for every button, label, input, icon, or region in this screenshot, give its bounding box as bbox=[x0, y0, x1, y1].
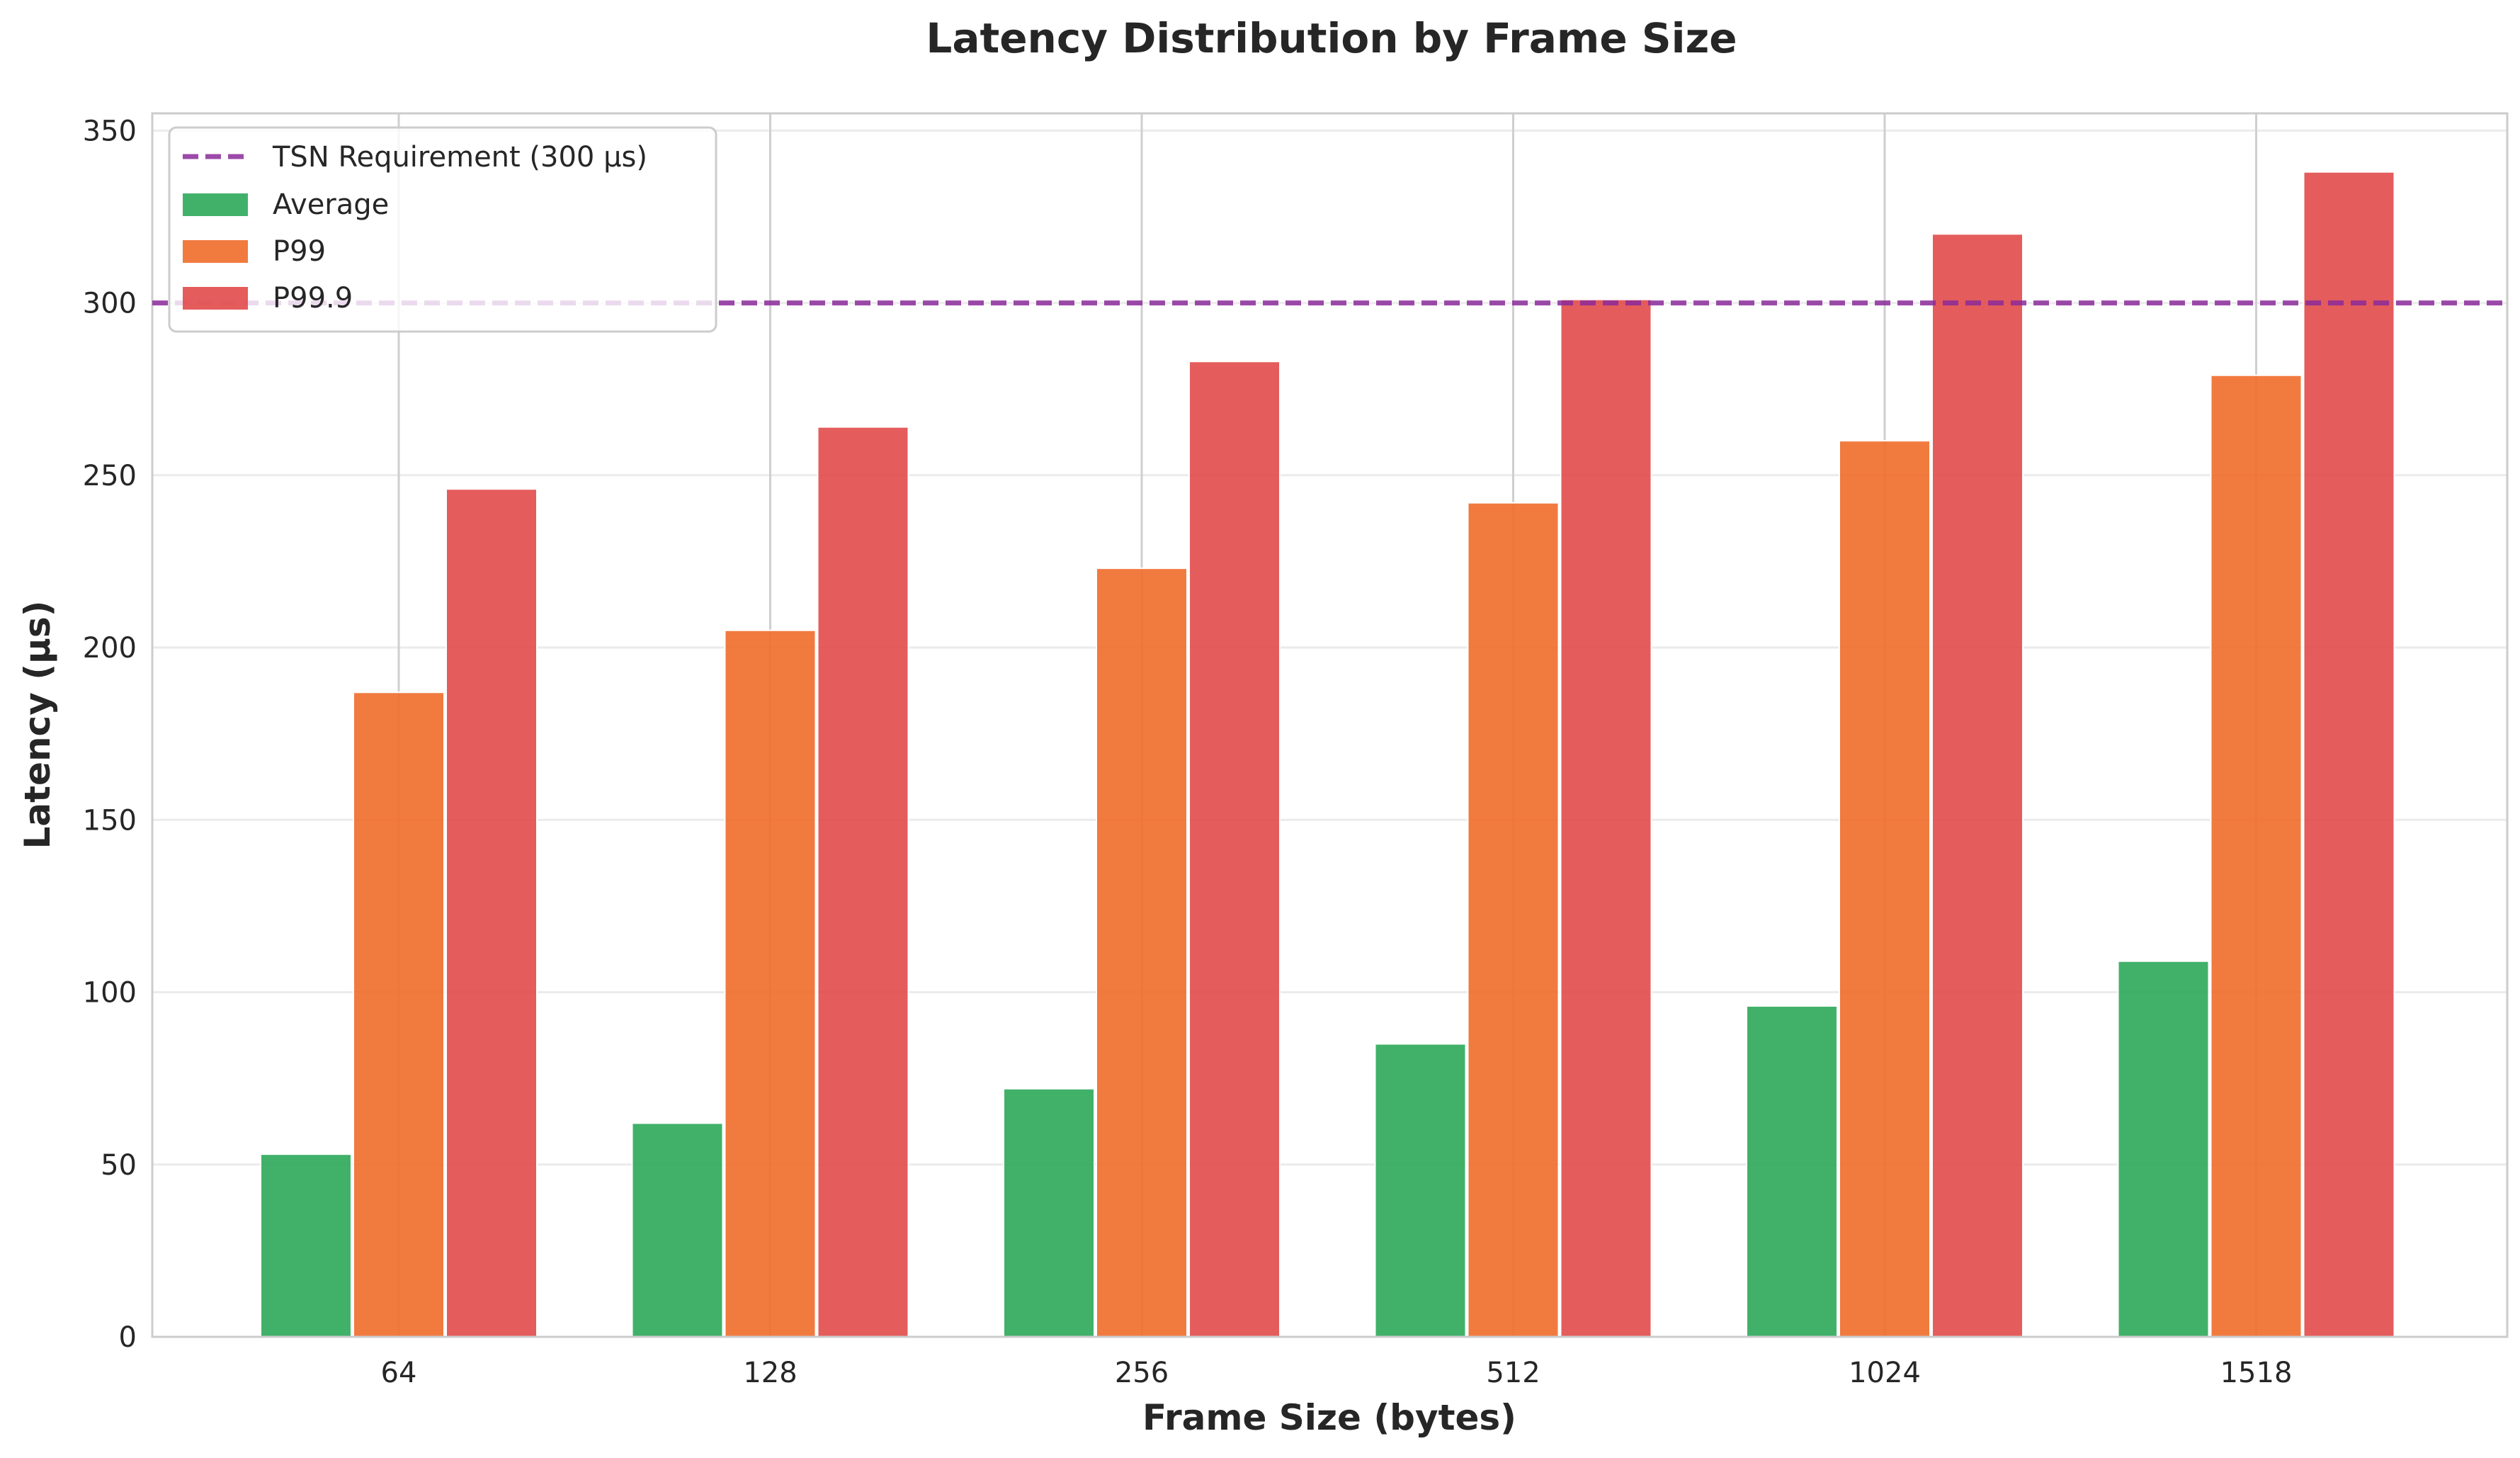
y-tick-label: 250 bbox=[83, 460, 137, 492]
bar-p99-9-256 bbox=[1188, 361, 1281, 1338]
plot-frame bbox=[151, 112, 2509, 1338]
bar-average-1024 bbox=[1746, 1005, 1838, 1338]
x-tick-label: 1518 bbox=[2220, 1357, 2293, 1389]
bar-average-1518 bbox=[2117, 960, 2210, 1338]
y-tick-label: 50 bbox=[101, 1149, 137, 1182]
y-tick-label: 150 bbox=[83, 804, 137, 837]
bar-average-512 bbox=[1374, 1043, 1467, 1338]
bar-p99-512 bbox=[1467, 502, 1560, 1338]
x-tick-label: 128 bbox=[743, 1357, 797, 1389]
legend-box bbox=[168, 126, 717, 333]
y-axis-title: Latency (μs) bbox=[17, 601, 58, 849]
legend-label-p99: P99 bbox=[273, 235, 326, 268]
legend-label-reference: TSN Requirement (300 μs) bbox=[272, 141, 647, 174]
y-tick-label: 350 bbox=[83, 115, 137, 147]
bar-average-256 bbox=[1003, 1087, 1095, 1338]
bar-p99-1518 bbox=[2210, 374, 2303, 1338]
bar-p99-64 bbox=[353, 691, 445, 1338]
y-tick-label: 200 bbox=[83, 632, 137, 665]
y-tick-labels: 0 50 100 150 200 250 300 350 bbox=[83, 115, 137, 1354]
legend-swatch-p99 bbox=[183, 240, 248, 263]
bar-p99-128 bbox=[724, 629, 817, 1338]
bars bbox=[260, 171, 2395, 1338]
bar-p99-9-1518 bbox=[2303, 171, 2395, 1338]
legend-label-average: Average bbox=[273, 188, 389, 221]
bar-p99-256 bbox=[1096, 567, 1188, 1338]
legend-swatch-average bbox=[183, 193, 248, 216]
bar-p99-1024 bbox=[1839, 440, 1931, 1338]
bar-p99-9-512 bbox=[1560, 298, 1652, 1338]
bar-average-64 bbox=[260, 1153, 352, 1338]
legend-swatch-p99-9 bbox=[183, 287, 248, 310]
x-tick-label: 256 bbox=[1115, 1357, 1169, 1389]
y-tick-label: 0 bbox=[119, 1321, 137, 1354]
chart-title: Latency Distribution by Frame Size bbox=[926, 14, 1737, 62]
y-tick-label: 100 bbox=[83, 977, 137, 1010]
y-tick-label: 300 bbox=[83, 288, 137, 320]
bar-p99-9-128 bbox=[817, 426, 909, 1338]
x-axis-title: Frame Size (bytes) bbox=[1142, 1397, 1516, 1438]
bar-average-128 bbox=[631, 1122, 724, 1338]
legend: TSN Requirement (300 μs) Average P99 P99… bbox=[168, 126, 717, 333]
x-tick-labels: 64 128 256 512 1024 1518 bbox=[381, 1357, 2293, 1389]
bar-p99-9-1024 bbox=[1931, 233, 2024, 1338]
bar-p99-9-64 bbox=[445, 488, 538, 1338]
legend-label-p99-9: P99.9 bbox=[273, 282, 353, 315]
x-tick-label: 512 bbox=[1486, 1357, 1540, 1389]
x-tick-label: 64 bbox=[381, 1357, 417, 1389]
x-tick-label: 1024 bbox=[1849, 1357, 1921, 1389]
